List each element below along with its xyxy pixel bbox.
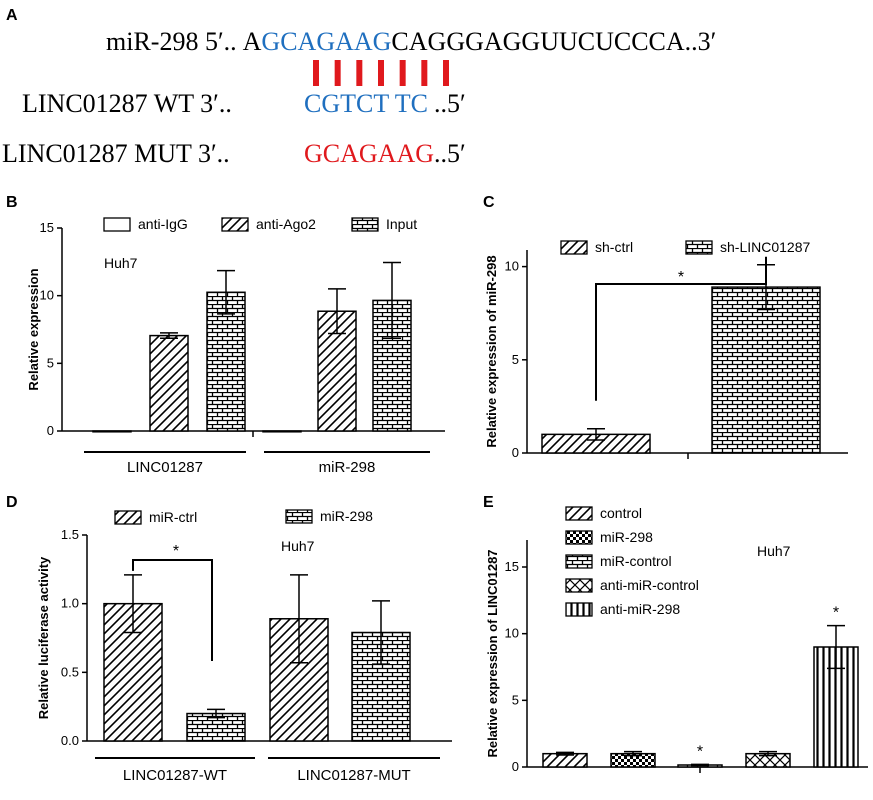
legend-label: miR-298 — [320, 508, 373, 524]
mir298-name: miR-298 5′.. — [106, 27, 237, 56]
legend-swatch — [565, 602, 593, 617]
chart-title: Huh7 — [281, 538, 315, 554]
y-tick-label: 0.5 — [61, 664, 79, 679]
y-tick-label: 1.0 — [61, 596, 79, 611]
pairing-line — [443, 60, 449, 86]
y-axis-title: Relative expression of LINC01287 — [485, 549, 500, 757]
significance-star: * — [697, 743, 703, 760]
linc-wt-name: LINC01287 WT 3′.. — [22, 89, 232, 118]
legend-label: sh-LINC01287 — [720, 239, 810, 255]
bar — [149, 334, 189, 432]
significance-star: * — [678, 269, 684, 286]
panel-e-label: E — [483, 494, 494, 511]
legend-swatch — [565, 506, 593, 521]
mir298-seq-post: CAGGGAGGUUCUCCCA..3′ — [391, 27, 716, 56]
legend-label: sh-ctrl — [595, 239, 633, 255]
significance-star: * — [173, 543, 179, 560]
legend-swatch — [103, 217, 131, 232]
panel-d-label: D — [6, 494, 18, 511]
y-tick-label: 10 — [505, 626, 519, 641]
panel-d-chart: D 0.0 0.5 1.0 1.5 Relative luciferase activit… — [6, 494, 452, 784]
bar — [711, 286, 821, 454]
y-tick-label: 5 — [512, 692, 519, 707]
linc-wt-end: ..5′ — [434, 89, 466, 118]
legend-swatch — [685, 240, 713, 255]
y-axis-title: Relative expression — [26, 268, 41, 390]
legend-swatch — [114, 510, 142, 525]
y-tick-label: 10 — [505, 259, 519, 274]
pairing-line — [334, 60, 341, 86]
y-tick-label: 0 — [512, 445, 519, 460]
bar — [92, 430, 132, 433]
panel-c-label: C — [483, 194, 495, 211]
legend-swatch — [565, 578, 593, 593]
panel-e-chart: E 0 5 10 15 Relative expression of LINC01287 *… — [483, 494, 868, 774]
panel-a: A miR-298 5′.. AGCAGAAGCAGGGAGGUUCUCCCA..… — [2, 7, 716, 168]
y-axis-title: Relative expression of miR-298 — [484, 255, 499, 447]
y-tick-label: 1.5 — [61, 527, 79, 542]
linc-mut-end: ..5′ — [434, 139, 466, 168]
legend-label: miR-ctrl — [149, 509, 197, 525]
chart-title: Huh7 — [757, 543, 791, 559]
panel-c-chart: C 0 5 10 Relative expression of miR-298 * sh-c… — [483, 194, 848, 460]
significance-bracket — [595, 256, 767, 401]
y-tick-label: 15 — [505, 559, 519, 574]
legend-swatch — [565, 530, 593, 545]
y-tick-label: 10 — [40, 288, 54, 303]
linc-wt-sequence-line: LINC01287 WT 3′.. CGTCT TC ..5′ — [22, 89, 466, 118]
group-label: LINC01287-MUT — [297, 767, 410, 784]
y-tick-label: 0 — [47, 423, 54, 438]
y-tick-label: 5 — [47, 355, 54, 370]
linc-mut-binding-site: GCAGAAG — [304, 139, 434, 168]
legend-swatch — [285, 509, 313, 524]
significance-bracket — [132, 559, 213, 661]
legend-label: miR-control — [600, 553, 672, 569]
pairing-line — [399, 60, 406, 86]
y-tick-label: 15 — [40, 220, 54, 235]
legend-swatch — [221, 217, 249, 232]
linc-wt-binding-site: CGTCT TC — [304, 89, 428, 118]
legend-label: anti-miR-control — [600, 577, 699, 593]
mir298-seed-region: GCAGAAG — [261, 27, 391, 56]
legend-swatch — [565, 554, 593, 569]
pairing-line — [356, 60, 363, 86]
legend-swatch — [351, 217, 379, 232]
y-tick-label: 5 — [512, 352, 519, 367]
pairing-line — [313, 60, 319, 86]
pairing-line — [421, 60, 428, 86]
panel-b-label: B — [6, 194, 18, 211]
linc-mut-sequence-line: LINC01287 MUT 3′.. GCAGAAG..5′ — [2, 139, 466, 168]
y-tick-label: 0.0 — [61, 733, 79, 748]
legend-label: Input — [386, 216, 417, 232]
y-tick-label: 0 — [512, 759, 519, 774]
chart-title: Huh7 — [104, 255, 138, 271]
legend-label: anti-miR-298 — [600, 601, 680, 617]
legend-swatch — [560, 240, 588, 255]
group-label: miR-298 — [319, 459, 376, 476]
pairing-line — [378, 60, 384, 86]
mir298-sequence-line: miR-298 5′.. AGCAGAAGCAGGGAGGUUCUCCCA..3′ — [106, 27, 716, 56]
bar — [262, 430, 302, 433]
legend-label: anti-Ago2 — [256, 216, 316, 232]
legend-label: miR-298 — [600, 529, 653, 545]
panel-b-chart: B 0 5 10 15 Relative expression LINC01287 miR-2… — [6, 194, 445, 476]
legend-label: control — [600, 505, 642, 521]
significance-star: * — [833, 605, 839, 622]
legend-label: anti-IgG — [138, 216, 188, 232]
group-label: LINC01287-WT — [123, 767, 227, 784]
y-axis-title: Relative luciferase activity — [36, 556, 51, 719]
mir298-seq-pre: A — [243, 27, 262, 56]
base-pairing-lines — [313, 60, 449, 86]
panel-a-label: A — [6, 7, 18, 24]
group-label: LINC01287 — [127, 459, 203, 476]
linc-mut-name: LINC01287 MUT 3′.. — [2, 139, 230, 168]
